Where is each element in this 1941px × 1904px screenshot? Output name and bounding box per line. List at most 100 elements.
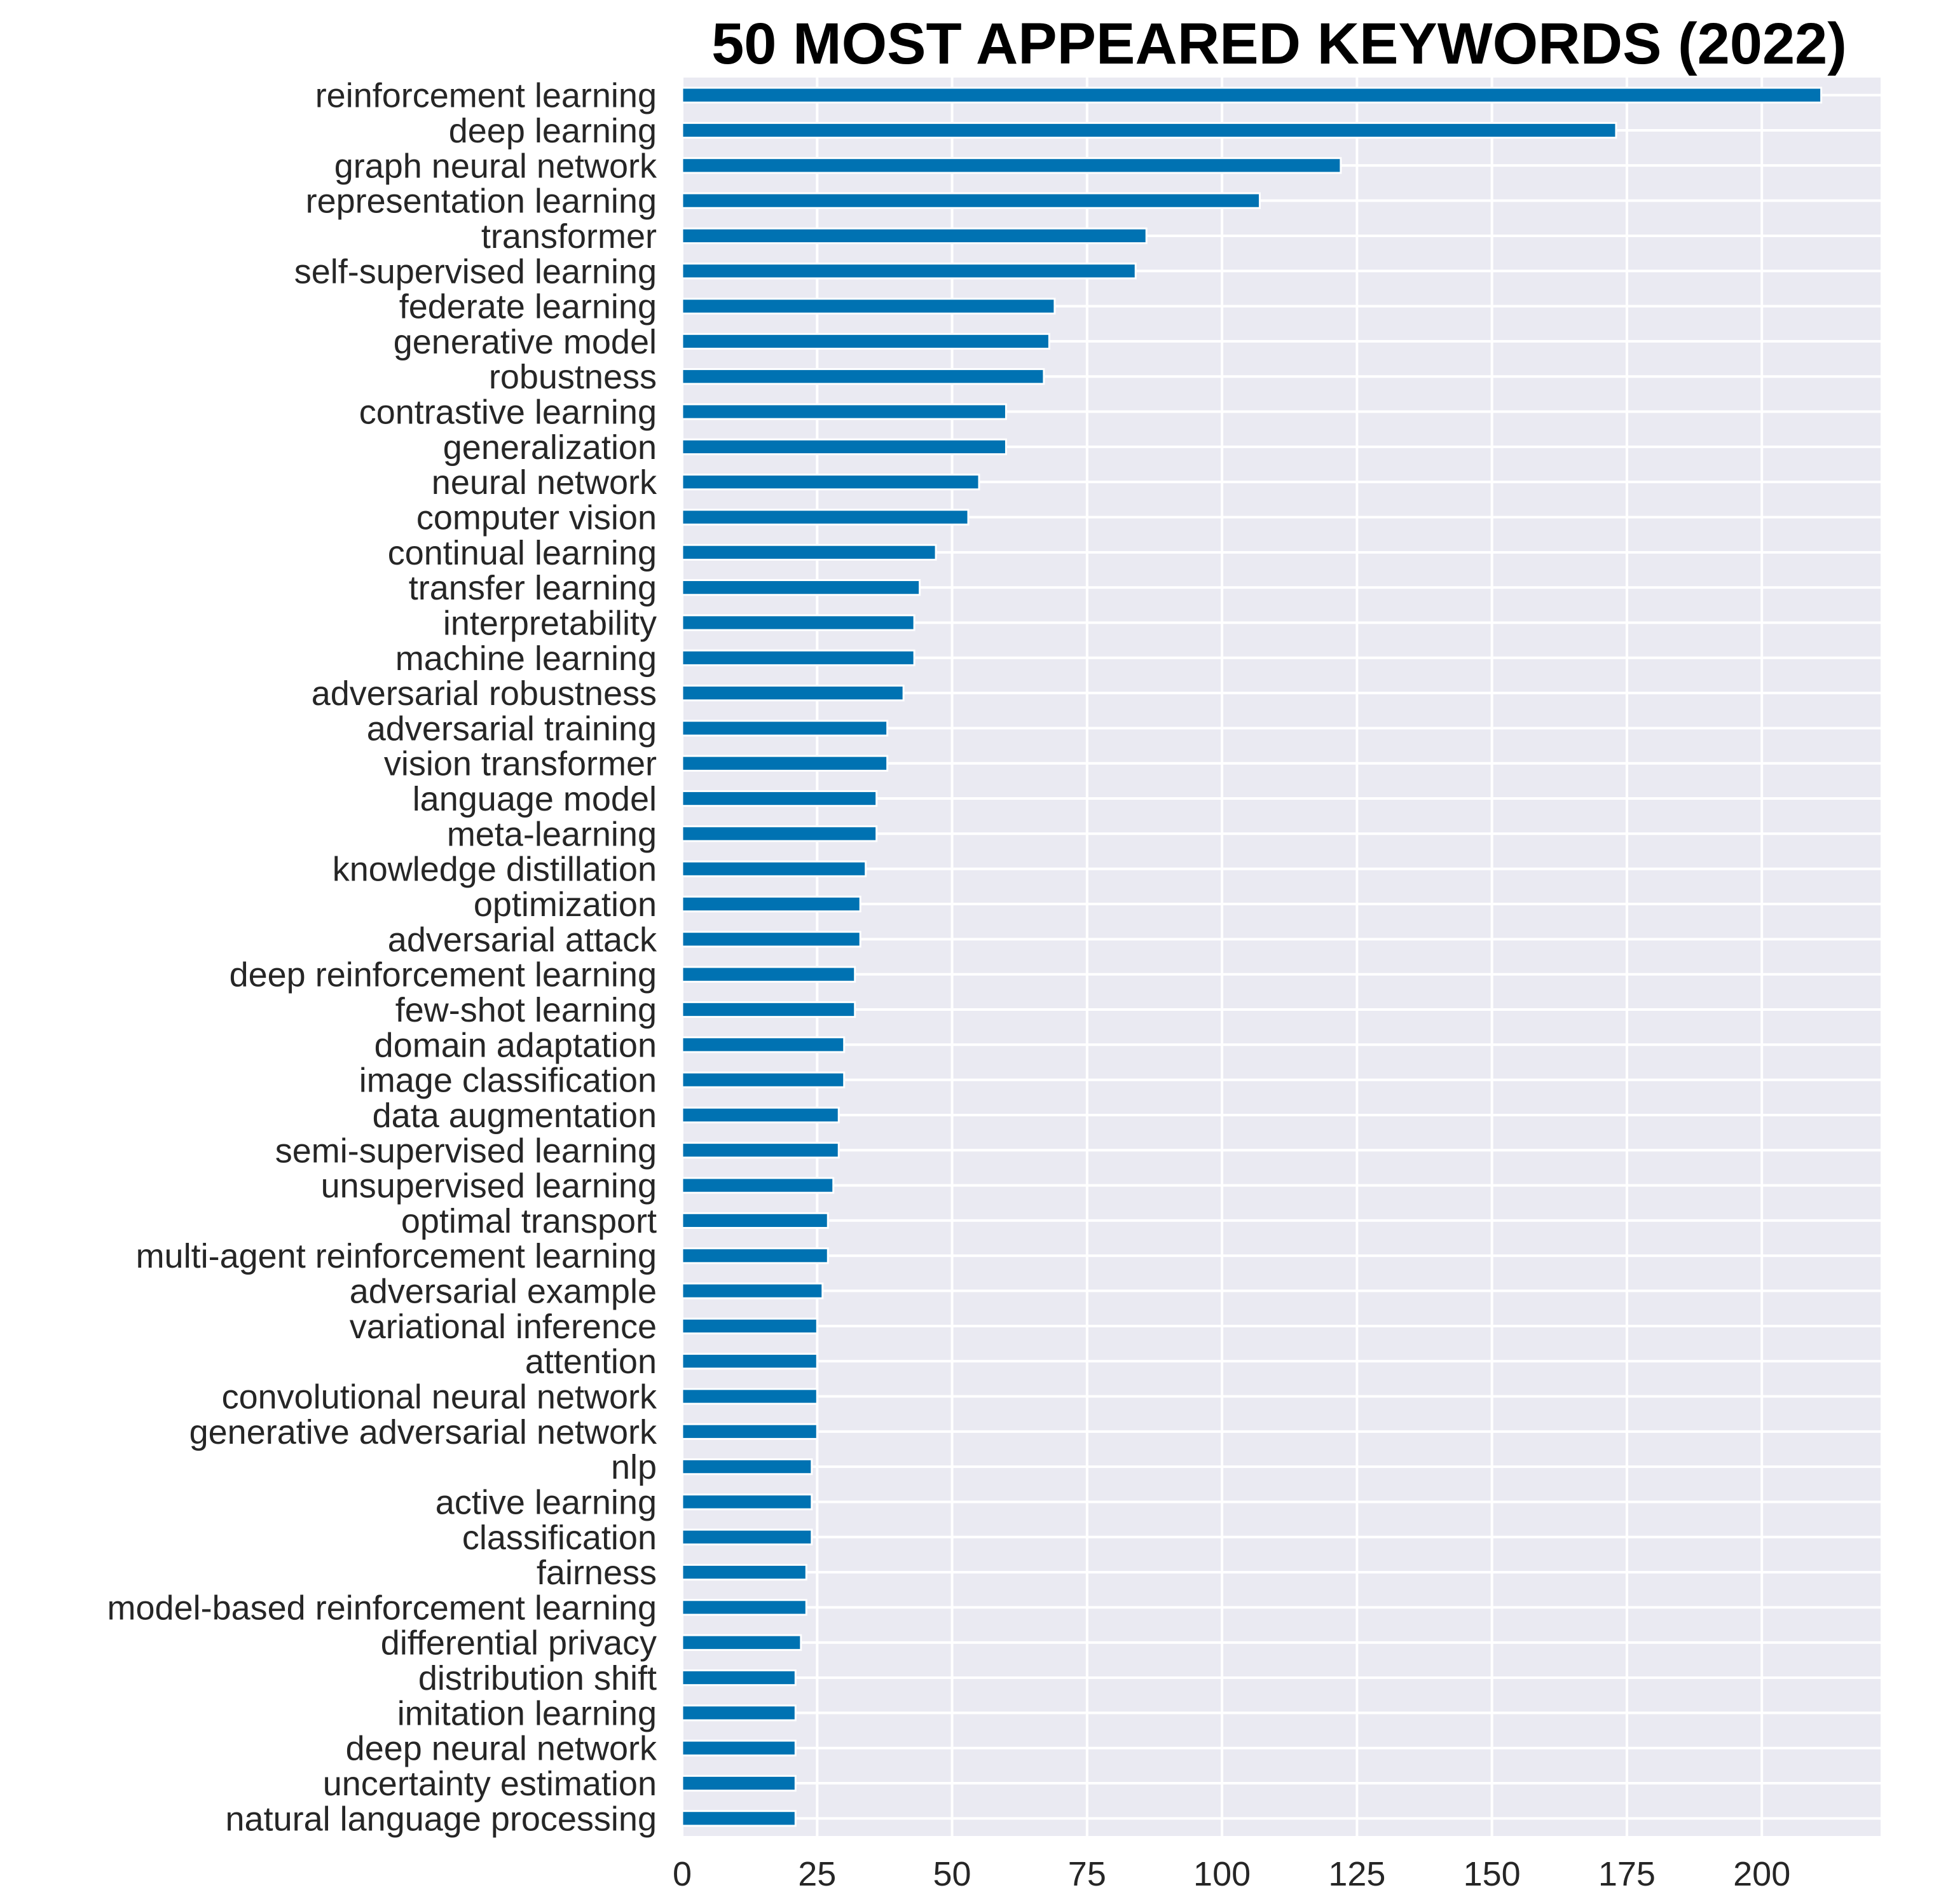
bar bbox=[681, 825, 878, 842]
category-label: fairness bbox=[537, 1554, 657, 1592]
bar bbox=[681, 332, 1050, 350]
x-tick-label: 100 bbox=[1193, 1855, 1251, 1893]
bar bbox=[681, 509, 970, 526]
category-label: generative model bbox=[394, 323, 657, 361]
category-label: imitation learning bbox=[397, 1694, 657, 1732]
bar bbox=[681, 1634, 802, 1651]
bar bbox=[681, 755, 889, 772]
category-label: transformer bbox=[481, 217, 657, 256]
bars bbox=[681, 86, 1823, 1827]
bar bbox=[681, 860, 867, 877]
category-label: reinforcement learning bbox=[315, 77, 657, 115]
bar bbox=[681, 192, 1261, 209]
bar bbox=[681, 1493, 813, 1510]
category-label: computer vision bbox=[416, 499, 657, 537]
x-tick-label: 25 bbox=[798, 1855, 836, 1893]
bar bbox=[681, 1001, 856, 1018]
bar bbox=[681, 966, 856, 983]
category-label: semi-supervised learning bbox=[275, 1132, 657, 1170]
x-tick-label: 175 bbox=[1598, 1855, 1656, 1893]
bar bbox=[681, 1704, 797, 1722]
category-label: language model bbox=[413, 780, 657, 818]
category-label: optimization bbox=[474, 886, 657, 924]
category-label: graph neural network bbox=[334, 147, 657, 185]
bar bbox=[681, 1810, 797, 1827]
category-label: deep neural network bbox=[346, 1730, 657, 1768]
category-label: convolutional neural network bbox=[222, 1378, 657, 1416]
bar bbox=[681, 1036, 846, 1053]
bar bbox=[681, 1458, 813, 1476]
bar bbox=[681, 1212, 829, 1229]
bar bbox=[681, 368, 1045, 385]
bar bbox=[681, 1739, 797, 1757]
bar bbox=[681, 931, 861, 948]
category-label: interpretability bbox=[443, 604, 657, 642]
bar bbox=[681, 403, 1007, 420]
bar bbox=[681, 1177, 835, 1194]
category-label: differential privacy bbox=[381, 1624, 657, 1662]
x-tick-labels: 0 25 50 75 100 125 150 175 200 bbox=[673, 1855, 1790, 1893]
bar bbox=[681, 298, 1056, 315]
category-label: neural network bbox=[432, 463, 657, 502]
x-tick-label: 150 bbox=[1464, 1855, 1521, 1893]
category-label: few-shot learning bbox=[395, 991, 657, 1029]
bar bbox=[681, 1599, 807, 1616]
bar bbox=[681, 1071, 846, 1088]
bar bbox=[681, 121, 1617, 139]
category-label: self-supervised learning bbox=[294, 252, 657, 291]
category-label: image classification bbox=[359, 1062, 657, 1100]
category-label: generative adversarial network bbox=[189, 1413, 657, 1451]
bar bbox=[681, 1669, 797, 1687]
x-tick-label: 50 bbox=[933, 1855, 971, 1893]
category-label: robustness bbox=[489, 358, 657, 396]
category-label: uncertainty estimation bbox=[323, 1765, 657, 1803]
bar bbox=[681, 1388, 818, 1405]
category-label: multi-agent reinforcement learning bbox=[136, 1237, 657, 1275]
category-label: vision transformer bbox=[384, 745, 657, 783]
bar bbox=[681, 1247, 829, 1264]
category-label: generalization bbox=[443, 428, 657, 467]
x-tick-label: 75 bbox=[1068, 1855, 1106, 1893]
bar bbox=[681, 1528, 813, 1545]
category-label: adversarial robustness bbox=[312, 675, 657, 713]
bar bbox=[681, 263, 1137, 280]
x-tick-label: 200 bbox=[1733, 1855, 1790, 1893]
bar bbox=[681, 1353, 818, 1370]
bar bbox=[681, 614, 916, 631]
category-label: meta-learning bbox=[447, 815, 657, 853]
bar bbox=[681, 895, 861, 913]
category-label: nlp bbox=[611, 1448, 657, 1486]
x-tick-label: 0 bbox=[673, 1855, 692, 1893]
category-label: representation learning bbox=[306, 182, 657, 221]
category-label: data augmentation bbox=[373, 1097, 657, 1135]
bar bbox=[681, 1317, 818, 1334]
category-label: model-based reinforcement learning bbox=[107, 1589, 657, 1627]
bar bbox=[681, 1563, 807, 1581]
category-label: active learning bbox=[436, 1483, 657, 1521]
category-label: distribution shift bbox=[418, 1659, 657, 1697]
category-label: continual learning bbox=[388, 534, 657, 572]
category-label: classification bbox=[462, 1519, 657, 1557]
category-label: machine learning bbox=[395, 640, 657, 678]
category-label: variational inference bbox=[350, 1308, 657, 1346]
bar bbox=[681, 720, 889, 737]
bar bbox=[681, 157, 1342, 174]
chart-title: 50 MOST APPEARED KEYWORDS (2022) bbox=[711, 11, 1847, 76]
bar bbox=[681, 1142, 840, 1159]
bar bbox=[681, 1774, 797, 1792]
category-label: attention bbox=[525, 1343, 657, 1381]
category-label: adversarial example bbox=[350, 1273, 657, 1311]
bar bbox=[681, 649, 916, 666]
category-label: unsupervised learning bbox=[321, 1167, 657, 1205]
category-label: adversarial attack bbox=[388, 921, 657, 959]
bar bbox=[681, 1106, 840, 1124]
bar bbox=[681, 790, 878, 807]
bar bbox=[681, 86, 1823, 104]
category-label: transfer learning bbox=[409, 569, 657, 607]
bar bbox=[681, 438, 1007, 455]
category-label: knowledge distillation bbox=[333, 851, 657, 889]
category-label: deep learning bbox=[449, 112, 657, 150]
